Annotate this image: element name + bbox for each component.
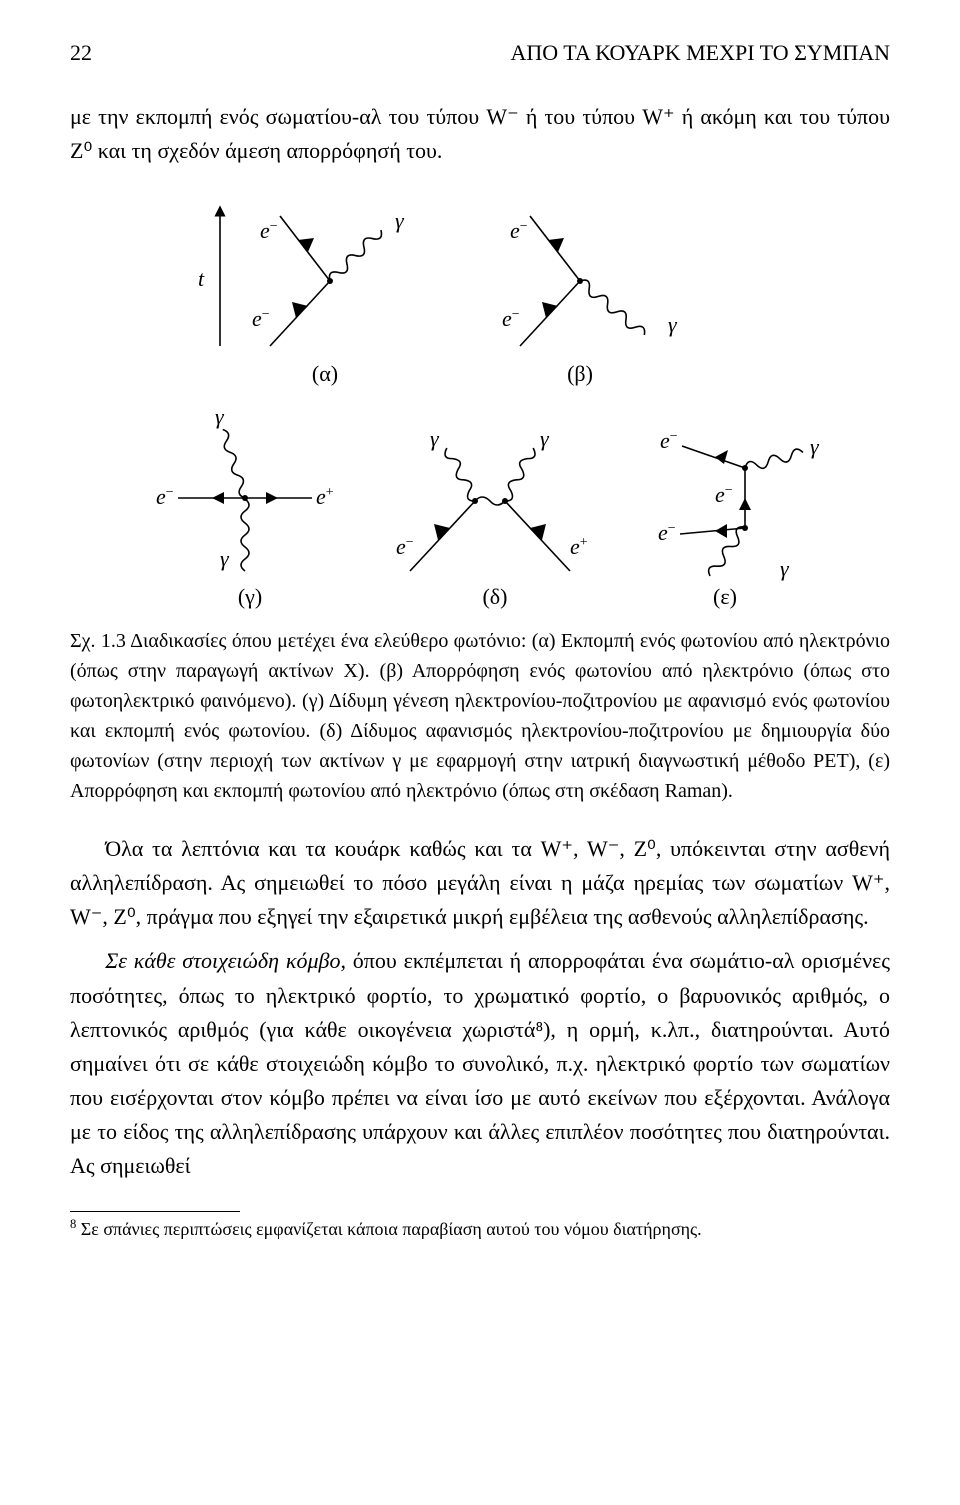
gamma-out-l: γ [430,426,440,451]
page-number: 22 [70,40,92,66]
footnote-marker: 8 [70,1217,76,1231]
paragraph-a: Όλα τα λεπτόνια και τα κουάρκ καθώς και … [70,832,890,934]
sublabel-beta: (β) [567,361,593,386]
e-minus-lower: e− [658,520,676,545]
gamma-label: γ [395,208,405,233]
gamma-in: γ [780,556,790,581]
sublabel-epsilon: (ε) [713,584,737,609]
running-head: ΑΠΟ ΤΑ ΚΟΥΑΡΚ ΜΕΧΡΙ ΤΟ ΣΥΜΠΑΝ [511,40,890,66]
body-text: Όλα τα λεπτόνια και τα κουάρκ καθώς και … [70,832,890,1183]
footnote: 8 Σε σπάνιες περιπτώσεις εμφανίζεται κάπ… [70,1216,890,1242]
feynman-diagrams: t e− e− γ e− [100,186,860,616]
e-minus-label: e− [396,534,414,559]
paragraph-b: Σε κάθε στοιχειώδη κόμβο, όπου εκπέμπετα… [70,944,890,1183]
diagram-alpha: t e− e− γ [198,208,405,346]
gamma-label: γ [668,312,678,337]
e-minus-mid: e− [715,482,733,507]
e-label: e− [502,306,520,331]
e-label: e− [252,306,270,331]
time-label: t [198,266,205,291]
paragraph-b-lead: Σε κάθε στοιχειώδη κόμβο [105,948,340,973]
intro-paragraph: με την εκπομπή ενός σωματίου-αλ του τύπο… [70,100,890,168]
intro-block: με την εκπομπή ενός σωματίου-αλ του τύπο… [70,100,890,168]
sublabel-gamma: (γ) [238,584,262,609]
gamma-out: γ [810,434,820,459]
gamma-out-r: γ [540,426,550,451]
sublabel-delta: (δ) [482,584,507,609]
e-label-2: e− [260,218,278,243]
diagram-beta: e− e− γ [502,216,678,346]
e-minus-label: e− [156,484,174,509]
e-minus-upper: e− [660,428,678,453]
figure-caption: Σχ. 1.3 Διαδικασίες όπου μετέχει ένα ελε… [70,626,890,806]
e-label-2: e− [510,218,528,243]
footnote-text: Σε σπάνιες περιπτώσεις εμφανίζεται κάποι… [81,1219,702,1239]
diagram-epsilon: γ e− e− e− γ [658,428,820,581]
paragraph-b-rest: , όπου εκπέμπεται ή απορροφάται ένα σωμά… [70,948,890,1178]
e-plus-label: e+ [316,484,334,509]
sublabel-alpha: (α) [312,361,338,386]
diagram-delta: e− e+ γ γ [396,426,588,571]
page: 22 ΑΠΟ ΤΑ ΚΟΥΑΡΚ ΜΕΧΡΙ ΤΟ ΣΥΜΠΑΝ με την … [0,0,960,1282]
header-row: 22 ΑΠΟ ΤΑ ΚΟΥΑΡΚ ΜΕΧΡΙ ΤΟ ΣΥΜΠΑΝ [70,40,890,66]
gamma-label-in: γ [220,546,230,571]
gamma-label-out: γ [215,404,225,429]
diagram-gamma: γ γ e− e+ [156,404,334,571]
figure-block: t e− e− γ e− [70,186,890,806]
footnote-rule [70,1211,240,1212]
e-plus-label: e+ [570,534,588,559]
